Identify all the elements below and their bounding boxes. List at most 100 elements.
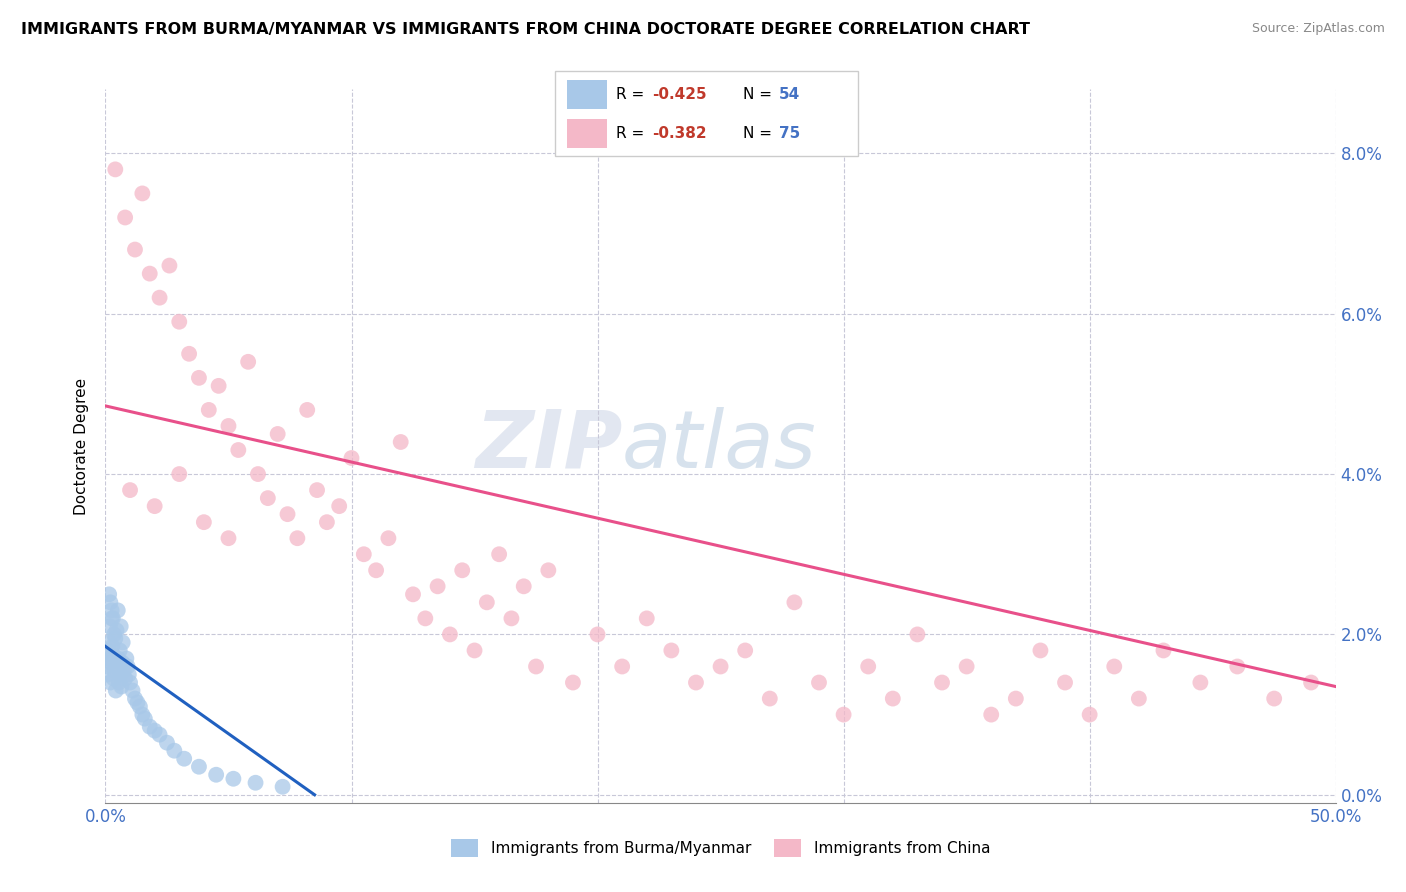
Point <box>710 659 733 673</box>
Point <box>1226 659 1249 673</box>
FancyBboxPatch shape <box>555 71 858 156</box>
Point <box>156 736 179 750</box>
Point <box>98 619 121 633</box>
Point <box>882 691 904 706</box>
Text: IMMIGRANTS FROM BURMA/MYANMAR VS IMMIGRANTS FROM CHINA DOCTORATE DEGREE CORRELAT: IMMIGRANTS FROM BURMA/MYANMAR VS IMMIGRA… <box>21 22 1031 37</box>
Point <box>1128 691 1150 706</box>
Text: atlas: atlas <box>621 407 817 485</box>
Point <box>101 648 124 662</box>
FancyBboxPatch shape <box>568 80 607 109</box>
Point <box>208 379 231 393</box>
Point <box>149 291 172 305</box>
Point <box>188 760 211 774</box>
Point <box>120 675 141 690</box>
Point <box>134 712 156 726</box>
Point <box>110 680 132 694</box>
Point <box>612 659 634 673</box>
Text: 75: 75 <box>779 126 800 141</box>
Text: -0.425: -0.425 <box>652 87 707 102</box>
Point <box>277 507 299 521</box>
Point <box>245 776 267 790</box>
Point <box>426 579 449 593</box>
Point <box>734 643 756 657</box>
Point <box>685 675 707 690</box>
Point <box>105 659 128 673</box>
Point <box>100 603 122 617</box>
Point <box>143 499 166 513</box>
Point <box>101 611 124 625</box>
FancyBboxPatch shape <box>568 119 607 147</box>
Point <box>179 347 201 361</box>
Point <box>193 515 215 529</box>
Text: Source: ZipAtlas.com: Source: ZipAtlas.com <box>1251 22 1385 36</box>
Point <box>415 611 437 625</box>
Point <box>143 723 166 738</box>
Point <box>117 659 139 673</box>
Point <box>402 587 425 601</box>
Point <box>661 643 683 657</box>
Text: R =: R = <box>616 87 650 102</box>
Point <box>129 699 152 714</box>
Point <box>121 683 143 698</box>
Point <box>247 467 270 481</box>
Point <box>169 467 191 481</box>
Point <box>1189 675 1212 690</box>
Point <box>205 768 228 782</box>
Point <box>103 627 125 641</box>
Point <box>100 611 122 625</box>
Point <box>475 595 498 609</box>
Point <box>98 587 121 601</box>
Point <box>377 531 399 545</box>
Point <box>111 656 134 670</box>
Point <box>218 419 240 434</box>
Point <box>100 656 122 670</box>
Point <box>124 243 146 257</box>
Point <box>501 611 523 625</box>
Point <box>524 659 547 673</box>
Y-axis label: Doctorate Degree: Doctorate Degree <box>75 377 90 515</box>
Point <box>267 427 290 442</box>
Point <box>956 659 979 673</box>
Point <box>464 643 486 657</box>
Point <box>759 691 782 706</box>
Point <box>149 728 172 742</box>
Point <box>328 499 350 513</box>
Point <box>103 672 125 686</box>
Point <box>173 752 195 766</box>
Point <box>163 744 186 758</box>
Text: -0.382: -0.382 <box>652 126 707 141</box>
Point <box>586 627 609 641</box>
Point <box>169 315 191 329</box>
Point <box>97 643 120 657</box>
Point <box>228 442 250 457</box>
Point <box>366 563 388 577</box>
Point <box>118 667 141 681</box>
Point <box>98 675 122 690</box>
Point <box>1153 643 1175 657</box>
Point <box>96 659 118 673</box>
Point <box>1104 659 1126 673</box>
Point <box>562 675 585 690</box>
Point <box>222 772 245 786</box>
Point <box>104 162 127 177</box>
Text: N =: N = <box>742 87 776 102</box>
Point <box>104 632 127 646</box>
Point <box>139 720 162 734</box>
Point <box>1301 675 1323 690</box>
Point <box>110 667 132 681</box>
Point <box>115 651 138 665</box>
Point <box>110 619 132 633</box>
Point <box>353 547 375 561</box>
Point <box>931 675 953 690</box>
Point <box>98 635 121 649</box>
Text: ZIP: ZIP <box>475 407 621 485</box>
Point <box>439 627 461 641</box>
Point <box>297 403 319 417</box>
Point <box>104 683 127 698</box>
Point <box>513 579 536 593</box>
Point <box>287 531 309 545</box>
Point <box>1004 691 1026 706</box>
Text: N =: N = <box>742 126 776 141</box>
Point <box>188 371 211 385</box>
Point <box>858 659 880 673</box>
